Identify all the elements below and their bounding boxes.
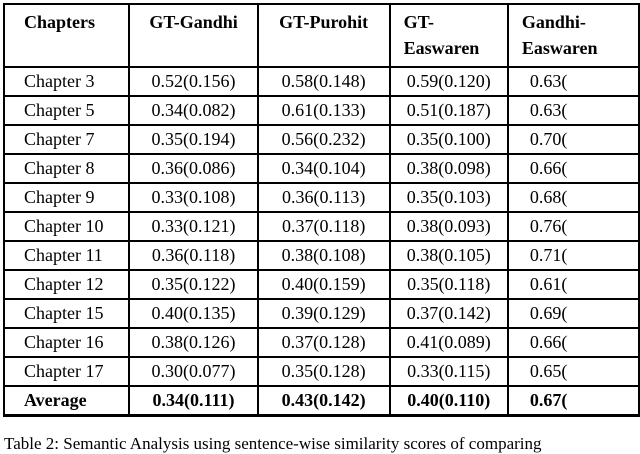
table-row: Chapter 16 0.38(0.126) 0.37(0.128) 0.41(0.0… bbox=[2, 327, 640, 358]
column-header-gt-easwaren-line2: Easwaren bbox=[403, 38, 480, 58]
table-row: Chapter 17 0.30(0.077) 0.35(0.128) 0.33(0.1… bbox=[2, 356, 640, 387]
average-label: Average bbox=[2, 385, 131, 417]
cell-gt-easwaren: 0.35(0.118) bbox=[388, 269, 509, 300]
cell-gt-gandhi: 0.36(0.086) bbox=[128, 153, 259, 184]
table-row: Chapter 8 0.36(0.086) 0.34(0.104) 0.38(0.09… bbox=[2, 153, 640, 184]
cell-gt-purohit: 0.38(0.108) bbox=[256, 240, 391, 271]
cell-gt-easwaren: 0.38(0.093) bbox=[388, 211, 509, 242]
cell-chapter: Chapter 11 bbox=[2, 240, 131, 271]
similarity-score-table: Chapters GT-Gandhi GT-Purohit GT- Easwar… bbox=[2, 3, 640, 417]
column-header-gandhi-easwaren-line1: Gandhi- bbox=[521, 12, 586, 32]
cell-gt-purohit: 0.36(0.113) bbox=[256, 182, 391, 213]
cell-gandhi-easwaren: 0.63( bbox=[506, 66, 640, 97]
cell-gt-purohit: 0.37(0.128) bbox=[256, 327, 391, 358]
cell-gt-gandhi: 0.34(0.082) bbox=[128, 95, 259, 126]
cell-gt-easwaren: 0.35(0.103) bbox=[388, 182, 509, 213]
cell-gt-purohit: 0.35(0.128) bbox=[256, 356, 391, 387]
average-gt_purohit: 0.43(0.142) bbox=[256, 385, 391, 417]
cell-chapter: Chapter 5 bbox=[2, 95, 131, 126]
cell-gt-gandhi: 0.36(0.118) bbox=[128, 240, 259, 271]
cell-gt-easwaren: 0.51(0.187) bbox=[388, 95, 509, 126]
cell-gt-purohit: 0.56(0.232) bbox=[256, 124, 391, 155]
cell-gt-easwaren: 0.37(0.142) bbox=[388, 298, 509, 329]
cell-gt-purohit: 0.34(0.104) bbox=[256, 153, 391, 184]
cell-gandhi-easwaren: 0.66( bbox=[506, 153, 640, 184]
column-header-gt-gandhi: GT-Gandhi bbox=[128, 3, 259, 68]
cell-gt-purohit: 0.61(0.133) bbox=[256, 95, 391, 126]
cell-gandhi-easwaren: 0.61( bbox=[506, 269, 640, 300]
table-row: Chapter 10 0.33(0.121) 0.37(0.118) 0.38(0.0… bbox=[2, 211, 640, 242]
cell-gt-gandhi: 0.40(0.135) bbox=[128, 298, 259, 329]
table-row: Chapter 15 0.40(0.135) 0.39(0.129) 0.37(0.1… bbox=[2, 298, 640, 329]
cell-gandhi-easwaren: 0.63( bbox=[506, 95, 640, 126]
cell-gandhi-easwaren: 0.71( bbox=[506, 240, 640, 271]
average-gt_gandhi: 0.34(0.111) bbox=[128, 385, 259, 417]
cell-gandhi-easwaren: 0.66( bbox=[506, 327, 640, 358]
table-row: Chapter 7 0.35(0.194) 0.56(0.232) 0.35(0.10… bbox=[2, 124, 640, 155]
cell-chapter: Chapter 8 bbox=[2, 153, 131, 184]
column-header-chapters: Chapters bbox=[2, 3, 131, 68]
cell-gt-gandhi: 0.35(0.122) bbox=[128, 269, 259, 300]
cell-chapter: Chapter 7 bbox=[2, 124, 131, 155]
cell-gt-gandhi: 0.30(0.077) bbox=[128, 356, 259, 387]
column-header-gt-purohit: GT-Purohit bbox=[256, 3, 391, 68]
cell-gt-purohit: 0.58(0.148) bbox=[256, 66, 391, 97]
cell-gandhi-easwaren: 0.76( bbox=[506, 211, 640, 242]
average-gandhi_easwaren_partial: 0.67( bbox=[506, 385, 640, 417]
table-row: Chapter 9 0.33(0.108) 0.36(0.113) 0.35(0.10… bbox=[2, 182, 640, 213]
table-caption: Table 2: Semantic Analysis using sentenc… bbox=[4, 434, 542, 453]
cell-gt-gandhi: 0.33(0.121) bbox=[128, 211, 259, 242]
cell-gt-easwaren: 0.38(0.098) bbox=[388, 153, 509, 184]
cell-chapter: Chapter 12 bbox=[2, 269, 131, 300]
cell-gt-easwaren: 0.41(0.089) bbox=[388, 327, 509, 358]
cell-gt-gandhi: 0.52(0.156) bbox=[128, 66, 259, 97]
cell-gt-gandhi: 0.35(0.194) bbox=[128, 124, 259, 155]
table-header: Chapters GT-Gandhi GT-Purohit GT- Easwar… bbox=[2, 3, 640, 68]
cell-chapter: Chapter 16 bbox=[2, 327, 131, 358]
column-header-gt-gandhi-label: GT-Gandhi bbox=[149, 12, 238, 32]
cell-gt-easwaren: 0.59(0.120) bbox=[388, 66, 509, 97]
cell-gt-easwaren: 0.35(0.100) bbox=[388, 124, 509, 155]
table-row: Chapter 12 0.35(0.122) 0.40(0.159) 0.35(0.1… bbox=[2, 269, 640, 300]
column-header-gt-purohit-label: GT-Purohit bbox=[279, 12, 369, 32]
cell-chapter: Chapter 17 bbox=[2, 356, 131, 387]
column-header-gt-easwaren-line1: GT- bbox=[403, 12, 434, 32]
cell-gt-purohit: 0.37(0.118) bbox=[256, 211, 391, 242]
cell-gandhi-easwaren: 0.70( bbox=[506, 124, 640, 155]
cell-gandhi-easwaren: 0.65( bbox=[506, 356, 640, 387]
table-row: Chapter 5 0.34(0.082) 0.61(0.133) 0.51(0.18… bbox=[2, 95, 640, 126]
table-row: Chapter 11 0.36(0.118) 0.38(0.108) 0.38(0.1… bbox=[2, 240, 640, 271]
cell-chapter: Chapter 3 bbox=[2, 66, 131, 97]
header-row: Chapters GT-Gandhi GT-Purohit GT- Easwar… bbox=[2, 3, 640, 68]
cell-gt-easwaren: 0.33(0.115) bbox=[388, 356, 509, 387]
column-header-gt-easwaren: GT- Easwaren bbox=[388, 3, 509, 68]
cell-chapter: Chapter 15 bbox=[2, 298, 131, 329]
column-header-chapters-label: Chapters bbox=[24, 12, 95, 32]
average-row: Average 0.34(0.111) 0.43(0.142) 0.40(0.110)… bbox=[2, 385, 640, 417]
cell-gt-easwaren: 0.38(0.105) bbox=[388, 240, 509, 271]
column-header-gandhi-easwaren-line2: Easwaren bbox=[521, 38, 598, 58]
average-gt_easwaren: 0.40(0.110) bbox=[388, 385, 509, 417]
cell-chapter: Chapter 9 bbox=[2, 182, 131, 213]
table-row: Chapter 3 0.52(0.156) 0.58(0.148) 0.59(0.12… bbox=[2, 66, 640, 97]
cell-gt-purohit: 0.39(0.129) bbox=[256, 298, 391, 329]
cell-gandhi-easwaren: 0.69( bbox=[506, 298, 640, 329]
cell-gt-gandhi: 0.38(0.126) bbox=[128, 327, 259, 358]
table-body: Chapter 3 0.52(0.156) 0.58(0.148) 0.59(0.12… bbox=[2, 66, 640, 417]
cell-gandhi-easwaren: 0.68( bbox=[506, 182, 640, 213]
column-header-gandhi-easwaren: Gandhi- Easwaren bbox=[506, 3, 640, 68]
cell-gt-purohit: 0.40(0.159) bbox=[256, 269, 391, 300]
cell-chapter: Chapter 10 bbox=[2, 211, 131, 242]
cell-gt-gandhi: 0.33(0.108) bbox=[128, 182, 259, 213]
